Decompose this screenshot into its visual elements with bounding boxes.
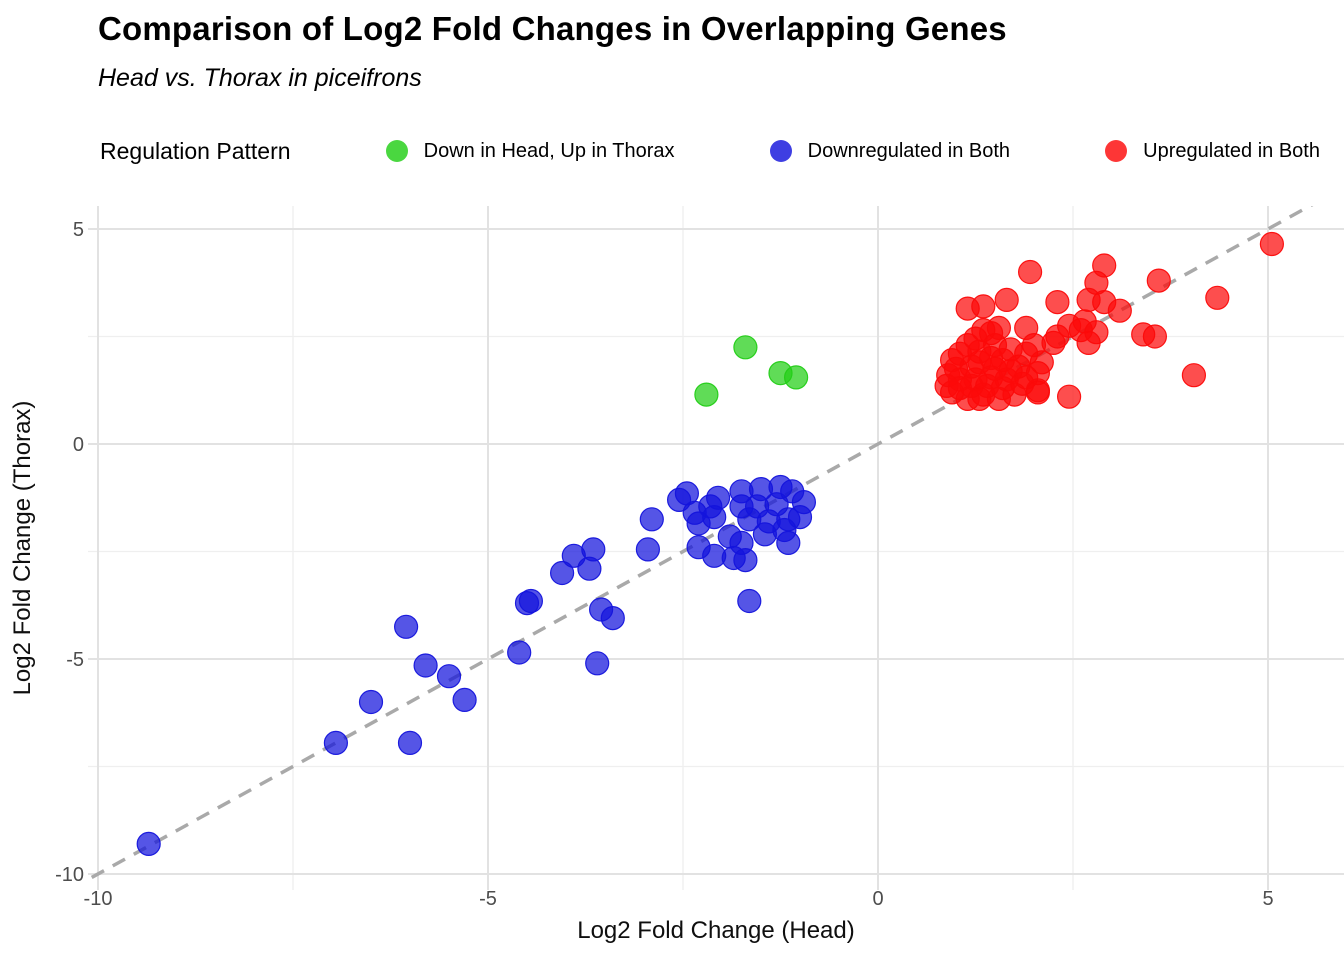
legend-dot-icon [769, 140, 792, 162]
data-point [585, 651, 610, 676]
data-point [452, 687, 477, 713]
data-point [358, 689, 384, 715]
page-title: Comparison of Log2 Fold Changes in Overl… [98, 10, 1007, 47]
data-point [737, 588, 762, 614]
data-point [705, 485, 731, 510]
data-point [733, 335, 758, 360]
data-point [397, 730, 423, 756]
data-point [694, 382, 719, 407]
data-point [733, 547, 758, 573]
data-point [323, 730, 348, 756]
data-point [994, 287, 1019, 312]
data-point [783, 365, 809, 390]
legend-item-2: Downregulated in Both [769, 139, 1011, 163]
data-point [967, 386, 992, 411]
page-subtitle: Head vs. Thorax in piceifrons [98, 64, 422, 92]
data-point [1107, 298, 1132, 323]
data-point [947, 376, 973, 401]
data-point [776, 530, 801, 556]
data-point [787, 504, 813, 530]
data-point [955, 333, 980, 358]
data-point [600, 605, 625, 631]
data-point [1017, 259, 1043, 285]
series-3 [934, 231, 1285, 411]
data-point [136, 831, 161, 857]
legend-item-3: Upregulated in Both [1105, 140, 1320, 163]
series-1 [694, 335, 809, 407]
data-point [1259, 231, 1285, 257]
data-point [639, 507, 664, 532]
legend-dot-icon [385, 140, 408, 162]
y-axis-title: Log2 Fold Change (Thorax) [9, 401, 36, 696]
data-point [1142, 324, 1168, 349]
x-tick-label: 5 [1262, 888, 1273, 910]
data-point [1021, 333, 1047, 358]
axis-tick-labels: -10 -5 0 5 5 0 -5 -10 [55, 219, 1273, 910]
data-point [1056, 384, 1082, 409]
data-point [1025, 380, 1051, 405]
x-tick-label: -5 [479, 888, 497, 910]
x-tick-label: 0 [872, 888, 883, 910]
data-point [577, 556, 602, 581]
data-point [518, 588, 544, 614]
x-axis-title: Log2 Fold Change (Head) [577, 917, 855, 944]
y-tick-label: -5 [66, 649, 84, 671]
legend-item-1: Down in Head, Up in Thorax [385, 139, 675, 163]
y-tick-label: -10 [55, 864, 84, 886]
y-tick-label: 0 [73, 434, 84, 456]
data-point [436, 664, 462, 689]
y-tick-label: 5 [73, 219, 84, 241]
legend-title: Regulation Pattern [100, 137, 291, 164]
data-point [1045, 290, 1070, 315]
legend-item-label: Upregulated in Both [1143, 139, 1320, 162]
legend-item-label: Down in Head, Up in Thorax [423, 139, 675, 162]
data-point [394, 614, 419, 639]
data-point [967, 350, 992, 375]
data-point [971, 294, 996, 319]
legend-item-label: Downregulated in Both [807, 139, 1011, 162]
series-2 [136, 474, 817, 857]
data-point [413, 653, 438, 678]
data-point [1045, 324, 1070, 349]
data-point [1146, 268, 1171, 293]
x-tick-label: -10 [84, 888, 113, 910]
data-point [1205, 285, 1230, 310]
data-point [507, 640, 532, 665]
data-point [635, 537, 661, 562]
legend: Regulation Pattern Down in Head, Up in T… [100, 128, 1320, 174]
data-point [1076, 330, 1101, 355]
data-point [549, 560, 575, 586]
data-point [1181, 363, 1207, 388]
legend-dot-icon [1105, 140, 1128, 162]
